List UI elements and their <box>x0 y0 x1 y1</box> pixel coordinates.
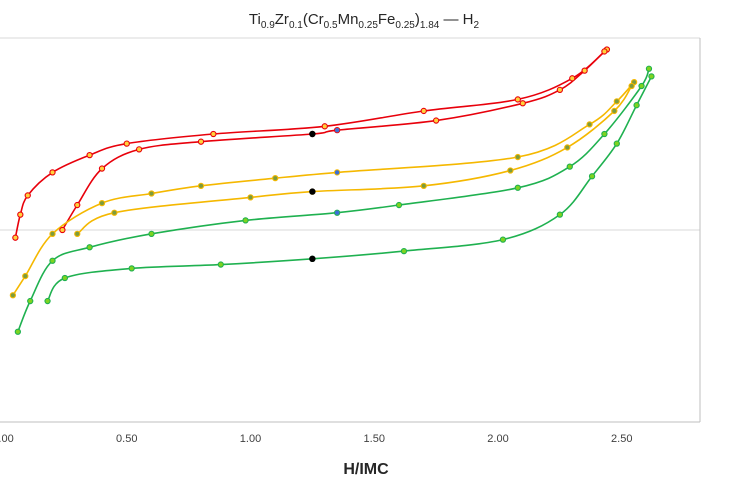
data-point <box>111 209 118 216</box>
data-point <box>59 226 66 234</box>
data-point <box>17 211 24 218</box>
highlight-point <box>334 210 340 215</box>
series-line-5 <box>46 76 653 302</box>
title-part: 0.25 <box>395 20 415 31</box>
data-point <box>514 96 521 103</box>
series-line-2 <box>12 81 635 296</box>
title-part: Ti <box>249 11 261 28</box>
data-point <box>49 230 56 237</box>
data-point <box>601 130 608 138</box>
data-point <box>14 328 21 335</box>
data-point <box>556 211 564 218</box>
data-point <box>24 192 31 199</box>
data-point <box>27 297 34 305</box>
data-point <box>556 86 564 93</box>
x-tick-labels: 0.00 0.50 1.00 1.50 2.00 2.50 <box>0 433 632 445</box>
data-point <box>588 173 596 180</box>
data-point <box>507 167 514 174</box>
data-point <box>395 201 403 209</box>
data-point <box>645 65 653 72</box>
data-point <box>123 140 130 147</box>
data-point <box>148 230 155 237</box>
data-point <box>197 182 205 189</box>
data-point <box>432 117 440 124</box>
data-point <box>601 48 608 55</box>
title-part: 0.9 <box>261 20 275 31</box>
data-point <box>586 121 593 128</box>
highlight-point <box>334 170 340 175</box>
marker-group <box>9 46 655 335</box>
data-point <box>514 153 521 161</box>
highlight-point <box>334 127 340 133</box>
title-part: Mn <box>338 11 359 28</box>
data-point <box>633 102 640 109</box>
data-point <box>9 292 17 299</box>
data-point <box>638 82 645 90</box>
title-part: 0.25 <box>358 20 378 31</box>
x-tick-label: 2.00 <box>487 433 508 445</box>
title-part: Fe <box>378 11 396 28</box>
data-point <box>86 244 93 251</box>
highlight-point <box>309 255 316 262</box>
title-part: Zr <box>275 11 289 28</box>
data-point <box>321 123 328 130</box>
data-point <box>135 146 143 153</box>
data-point <box>613 98 620 105</box>
title-part: 0.5 <box>324 20 338 31</box>
title-part: (Cr <box>303 11 324 28</box>
data-point <box>613 140 620 147</box>
data-point <box>44 297 51 305</box>
data-point <box>499 236 507 243</box>
data-point <box>611 107 618 115</box>
data-point <box>49 257 56 264</box>
data-point <box>49 169 56 176</box>
data-point <box>400 247 408 255</box>
title-part: — H <box>439 11 473 28</box>
data-point <box>566 163 573 170</box>
data-point <box>74 230 81 237</box>
data-point <box>86 151 93 159</box>
series-group <box>12 48 653 333</box>
title-part: ) <box>415 11 420 28</box>
data-point <box>648 73 655 80</box>
chart-title: Ti0.9Zr0.1(Cr0.5Mn0.25Fe0.25)1.84 — H2 <box>249 11 480 31</box>
x-tick-label: 0.50 <box>116 433 137 445</box>
data-point <box>420 107 427 115</box>
data-point <box>242 217 249 224</box>
title-part: 1.84 <box>420 20 440 31</box>
x-axis-label: H/IMC <box>343 461 389 478</box>
data-point <box>148 190 155 197</box>
data-point <box>569 75 576 82</box>
data-point <box>98 165 106 172</box>
data-point <box>22 272 29 280</box>
data-point <box>581 67 588 74</box>
data-point <box>197 138 205 145</box>
title-part: 2 <box>474 20 480 31</box>
highlight-point <box>309 130 316 138</box>
data-point <box>628 82 635 90</box>
data-point <box>420 182 427 189</box>
series-line-0 <box>14 48 608 238</box>
data-point <box>98 199 106 207</box>
data-point <box>12 234 19 241</box>
highlight-point <box>309 188 316 195</box>
series-line-3 <box>76 85 633 235</box>
x-tick-label: 1.50 <box>364 433 385 445</box>
data-point <box>519 100 526 107</box>
data-point <box>128 265 135 272</box>
data-point <box>61 274 69 282</box>
title-part: 0.1 <box>289 20 303 31</box>
grid-lines <box>0 37 700 231</box>
data-point <box>514 184 521 191</box>
data-point <box>564 144 571 151</box>
data-point <box>272 175 279 182</box>
data-point <box>247 194 254 201</box>
x-tick-label: 2.50 <box>611 433 632 445</box>
data-point <box>74 201 81 209</box>
data-point <box>217 261 224 268</box>
x-tick-label: 0.00 <box>0 433 14 445</box>
data-point <box>210 130 217 138</box>
x-tick-label: 1.00 <box>240 433 261 445</box>
